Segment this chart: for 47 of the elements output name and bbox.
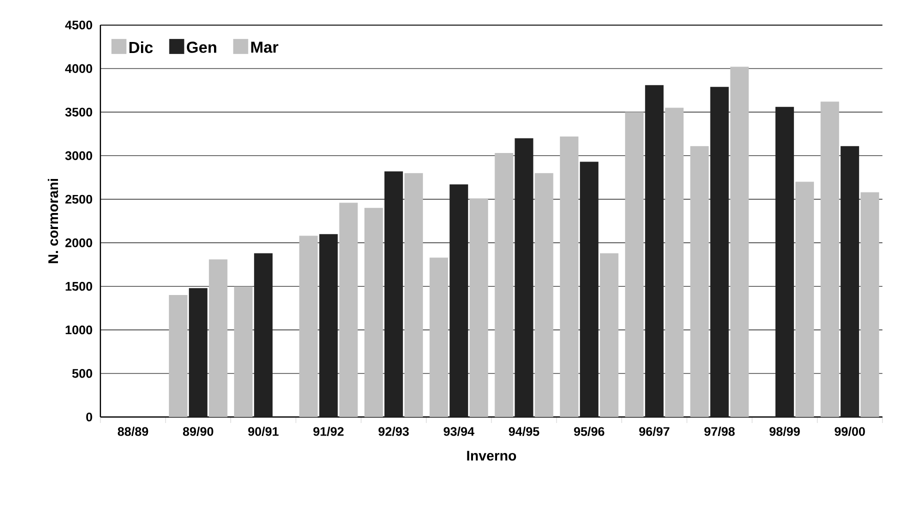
y-tick-label: 4500 bbox=[65, 20, 92, 30]
x-tick-label: 92/93 bbox=[378, 426, 409, 436]
bar bbox=[730, 66, 749, 417]
x-axis-title: Inverno bbox=[467, 450, 516, 461]
legend-label: Mar bbox=[251, 42, 278, 53]
y-tick-label: 500 bbox=[72, 369, 92, 378]
bar bbox=[168, 295, 188, 417]
x-tick-label: 95/96 bbox=[574, 426, 604, 436]
bar bbox=[299, 236, 318, 417]
bar bbox=[860, 192, 880, 417]
y-tick-label: 2000 bbox=[65, 238, 92, 248]
bar bbox=[494, 153, 514, 417]
bar bbox=[795, 182, 814, 417]
y-tick-label: 3000 bbox=[65, 151, 92, 160]
x-tick-label: 98/99 bbox=[770, 426, 800, 436]
x-tick-label: 96/97 bbox=[639, 426, 670, 436]
legend-label: Gen bbox=[186, 42, 216, 53]
bar bbox=[208, 259, 228, 417]
bar bbox=[339, 202, 358, 417]
bar bbox=[665, 108, 684, 417]
bar bbox=[234, 286, 253, 417]
x-tick-label: 93/94 bbox=[444, 426, 474, 436]
y-tick-label: 0 bbox=[86, 412, 92, 422]
x-tick-label: 89/90 bbox=[182, 426, 214, 436]
bar bbox=[690, 146, 709, 417]
bar bbox=[364, 208, 383, 417]
x-tick-label: 99/00 bbox=[834, 426, 865, 436]
bar bbox=[625, 112, 644, 417]
y-tick-label: 1000 bbox=[66, 325, 92, 334]
bar bbox=[600, 253, 618, 417]
x-tick-label: 90/91 bbox=[248, 426, 279, 436]
y-tick-label: 3500 bbox=[65, 108, 92, 117]
x-tick-label: 97/98 bbox=[704, 426, 735, 436]
bar bbox=[534, 173, 554, 417]
bar bbox=[404, 173, 423, 417]
y-tick-label: 4000 bbox=[65, 64, 92, 73]
y-axis-title: N. cormorani bbox=[48, 178, 58, 264]
y-tick-label: 2500 bbox=[65, 194, 92, 204]
x-tick-label: 91/92 bbox=[313, 426, 344, 436]
legend-label: Dic bbox=[129, 41, 153, 54]
y-tick-label: 1500 bbox=[66, 282, 92, 291]
x-tick-label: 88/89 bbox=[118, 426, 148, 436]
bar bbox=[430, 258, 448, 417]
bar bbox=[820, 102, 840, 417]
bar bbox=[560, 136, 578, 417]
bar bbox=[470, 198, 488, 417]
x-tick-label: 94/95 bbox=[508, 426, 540, 436]
